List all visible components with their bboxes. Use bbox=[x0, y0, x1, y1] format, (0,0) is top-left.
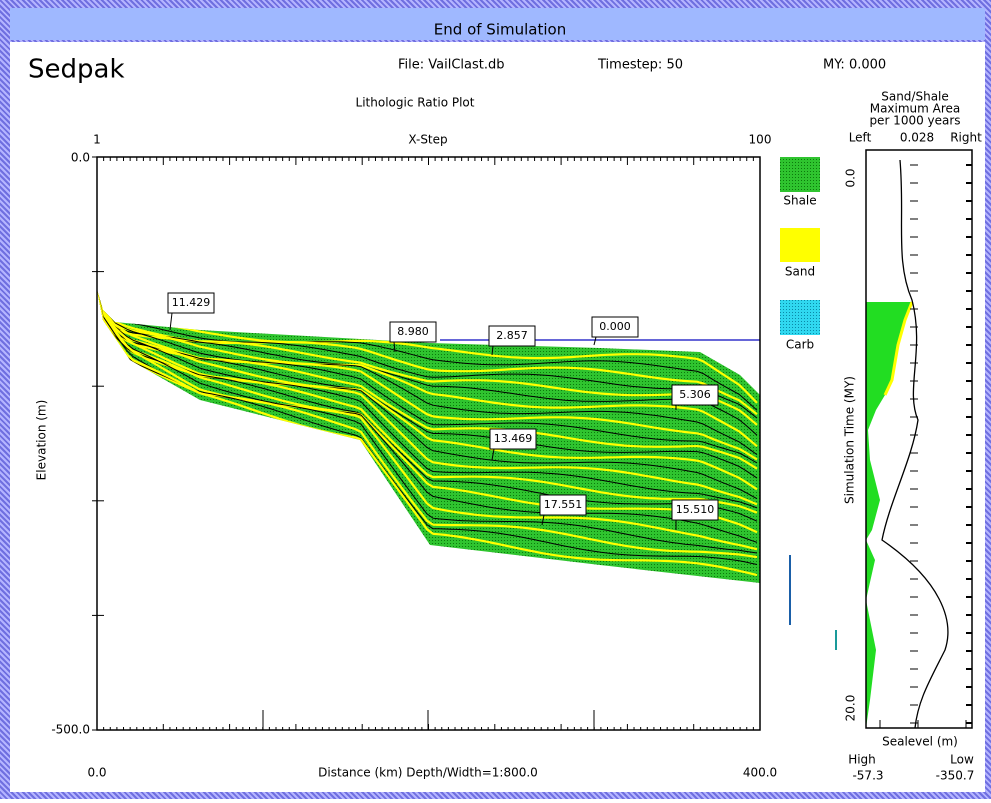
screen: End of Simulation Sedpak File: VailClast… bbox=[0, 0, 991, 799]
file-name: File: VailClast.db bbox=[398, 58, 505, 73]
timeline-label: 5.306 bbox=[679, 388, 711, 401]
timeline-label: 13.469 bbox=[494, 432, 533, 445]
side-title: per 1000 years bbox=[869, 114, 960, 128]
legend-label: Sand bbox=[785, 265, 815, 279]
low-label: Low bbox=[950, 753, 974, 767]
side-right: Right bbox=[950, 131, 982, 145]
legend-swatch-sand bbox=[780, 228, 820, 262]
top-axis-end: 100 bbox=[749, 133, 772, 147]
timeline-label: 2.857 bbox=[496, 329, 528, 342]
timeline-label: 0.000 bbox=[599, 320, 631, 333]
legend-label: Carb bbox=[786, 338, 814, 352]
top-axis-start: 1 bbox=[93, 133, 101, 147]
timestep: Timestep: 50 bbox=[597, 58, 683, 73]
bottom-axis-label: Distance (km) Depth/Width=1:800.0 bbox=[318, 766, 538, 780]
legend-swatch-carb bbox=[780, 300, 820, 335]
my: MY: 0.000 bbox=[823, 58, 886, 73]
timeline-label: 17.551 bbox=[544, 498, 583, 511]
bottom-axis-start: 0.0 bbox=[87, 766, 106, 780]
legend-swatch-shale bbox=[780, 157, 820, 192]
timeline-label: 8.980 bbox=[397, 325, 429, 338]
low-value: -350.7 bbox=[936, 769, 975, 783]
time-bottom: 20.0 bbox=[844, 695, 858, 722]
left-axis-top: 0.0 bbox=[71, 151, 90, 165]
sealevel-label: Sealevel (m) bbox=[882, 735, 958, 749]
side-left: Left bbox=[849, 131, 872, 145]
window: End of Simulation Sedpak File: VailClast… bbox=[0, 0, 991, 799]
time-label: Simulation Time (MY) bbox=[843, 376, 857, 504]
side-scale: 0.028 bbox=[900, 131, 934, 145]
bottom-axis-end: 400.0 bbox=[743, 766, 777, 780]
plot-title: Lithologic Ratio Plot bbox=[356, 96, 475, 110]
app-name: Sedpak bbox=[28, 55, 125, 85]
left-axis-label: Elevation (m) bbox=[35, 400, 49, 481]
timeline-label: 15.510 bbox=[676, 503, 715, 516]
timeline-label: 11.429 bbox=[172, 296, 211, 309]
left-axis-bottom: -500.0 bbox=[51, 723, 90, 737]
legend-label: Shale bbox=[783, 194, 816, 208]
high-value: -57.3 bbox=[852, 769, 883, 783]
time-top: 0.0 bbox=[844, 168, 858, 187]
window-title: End of Simulation bbox=[434, 21, 566, 39]
top-axis-label: X-Step bbox=[408, 133, 447, 147]
high-label: High bbox=[848, 753, 876, 767]
